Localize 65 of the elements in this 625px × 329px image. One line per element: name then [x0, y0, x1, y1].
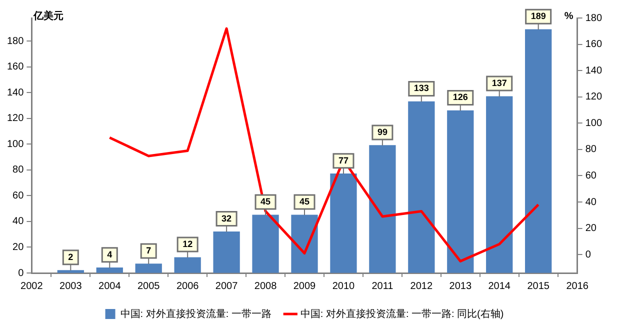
y2-tick-label: 20: [585, 223, 597, 234]
data-label: 7: [146, 245, 152, 256]
bar: [96, 268, 123, 273]
x-tick-label: 2007: [215, 280, 238, 292]
x-tick-label: 2006: [176, 280, 200, 292]
y-tick-label: 100: [6, 138, 24, 150]
y2-tick-label: 40: [585, 196, 597, 208]
bar: [525, 29, 552, 273]
x-tick-label: 2009: [293, 280, 316, 292]
legend-label: 中国: 对外直接投资流量: 一带一路: [120, 308, 272, 320]
bar: [486, 96, 513, 273]
x-tick-label: 2008: [254, 280, 278, 292]
data-label: 189: [530, 11, 546, 22]
x-tick-label: 2012: [410, 280, 433, 292]
y-tick-label: 140: [6, 87, 24, 98]
y2-axis-title: %: [564, 10, 574, 22]
bar: [252, 214, 279, 273]
bar: [57, 270, 84, 273]
x-tick-label: 2002: [20, 280, 44, 292]
data-label: 133: [414, 83, 429, 94]
x-tick-label: 2016: [566, 280, 589, 292]
bar: [213, 231, 240, 273]
x-tick-label: 2003: [60, 280, 82, 292]
y-tick-label: 120: [6, 113, 24, 124]
x-tick-label: 2015: [527, 280, 550, 292]
y-tick-label: 60: [12, 190, 24, 202]
data-label: 2: [68, 252, 74, 262]
y-tick-label: 160: [6, 62, 24, 73]
bar: [369, 145, 396, 273]
x-tick-label: 2013: [449, 280, 472, 292]
data-label: 4: [107, 249, 112, 260]
y2-tick-label: 60: [585, 170, 597, 182]
y-tick-label: 80: [12, 164, 24, 176]
legend-label: 中国: 对外直接投资流量: 一带一路: 同比(右轴): [300, 308, 504, 320]
y-tick-label: 180: [6, 36, 24, 47]
y-axis-title: 亿美元: [32, 10, 64, 22]
data-label: 77: [338, 155, 348, 166]
data-label: 126: [452, 92, 468, 102]
bar: [330, 174, 357, 273]
y2-tick-label: 100: [585, 118, 602, 129]
data-label: 45: [260, 196, 271, 207]
bar: [291, 214, 318, 273]
y-tick-label: 20: [12, 242, 24, 253]
x-tick-label: 2005: [137, 280, 160, 292]
y2-tick-label: 80: [585, 144, 597, 156]
y2-tick-label: 160: [585, 39, 602, 50]
data-label: 137: [492, 78, 507, 88]
x-tick-label: 2014: [488, 280, 511, 292]
y2-tick-label: 180: [585, 12, 602, 24]
y2-tick-label: 140: [585, 65, 602, 76]
bar: [408, 101, 435, 273]
data-label: 99: [377, 126, 388, 137]
bar: [447, 110, 474, 273]
x-tick-label: 2011: [372, 280, 394, 292]
bar: [174, 257, 201, 273]
data-label: 45: [299, 196, 310, 207]
x-tick-label: 2010: [332, 280, 356, 292]
data-label: 12: [182, 239, 193, 250]
y-tick-label: 0: [18, 268, 24, 279]
y2-tick-label: 120: [585, 92, 602, 103]
y-tick-label: 40: [12, 216, 24, 228]
x-tick-label: 2004: [98, 280, 122, 292]
y2-tick-label: 0: [585, 249, 592, 260]
bar: [135, 264, 162, 273]
data-label: 32: [222, 213, 232, 224]
